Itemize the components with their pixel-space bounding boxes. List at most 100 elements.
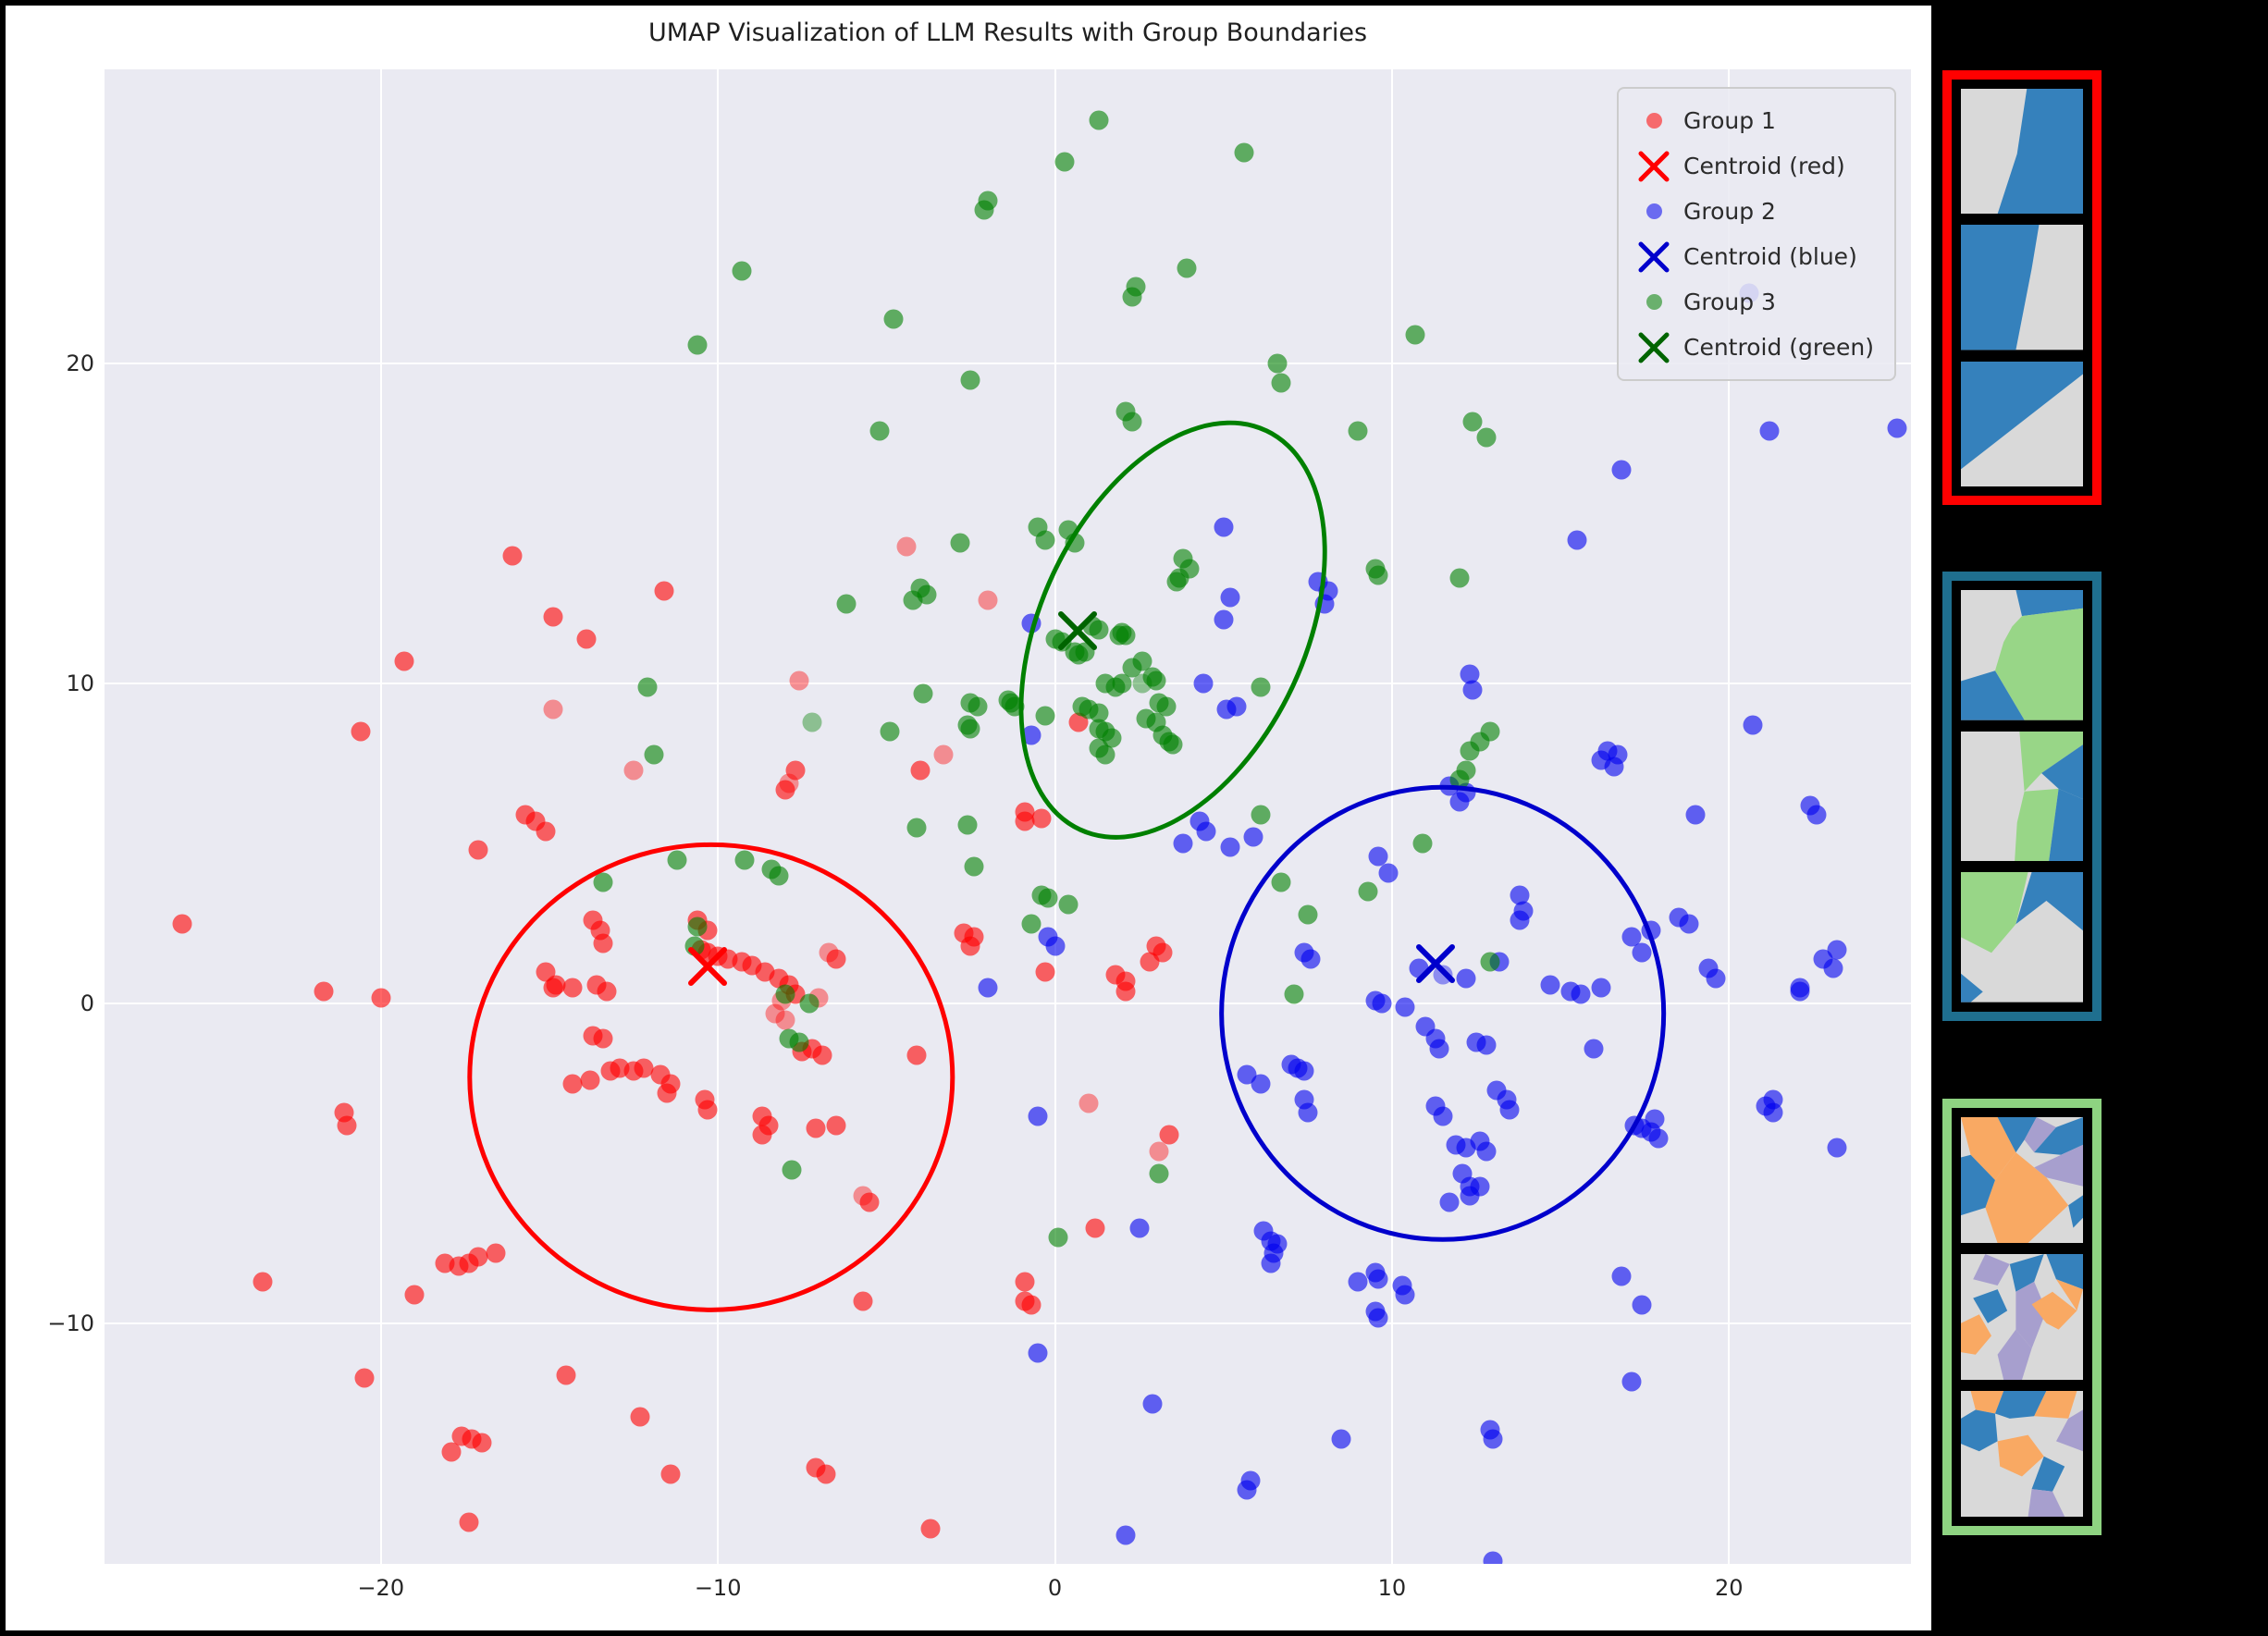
data-point-group1 [1149,1141,1169,1162]
data-point-group2 [1567,530,1587,550]
data-point-group1 [486,1243,506,1263]
voronoi-thumbnail[interactable] [1961,225,2083,351]
data-point-group1 [441,1442,462,1462]
dot-marker-icon [1624,113,1683,129]
gridline-y [105,1003,1911,1005]
data-point-group3 [883,309,904,329]
data-point-group3 [1021,914,1042,934]
voronoi-thumbnail[interactable] [1961,89,2083,215]
data-point-group1 [896,536,917,557]
data-point-group3 [1048,1227,1068,1248]
data-point-group1 [354,1368,375,1388]
x-tick-label: 20 [1714,1575,1744,1601]
gridline-y [105,1322,1911,1325]
legend-entry: Group 2 [1624,189,1889,234]
data-point-group2 [1314,594,1335,614]
data-point-group3 [964,856,984,877]
data-point-group1 [556,1365,576,1385]
panel-red-strip[interactable] [1942,70,2102,505]
legend: Group 1 Centroid (red) Group 2 Centroid (bl… [1617,87,1896,381]
x-marker-icon [1624,150,1683,183]
data-point-group1 [1159,1125,1179,1145]
centroid-x-marker [1056,609,1099,656]
voronoi-thumbnail[interactable] [1961,872,2083,1003]
data-point-group3 [1122,287,1142,307]
data-point-group2 [978,978,998,998]
data-point-group1 [404,1285,425,1305]
data-point-group3 [1251,805,1271,825]
data-point-group3 [974,200,994,220]
gridline-x [717,69,720,1564]
data-point-group3 [1156,696,1177,717]
data-point-group1 [1015,1272,1035,1292]
data-point-group1 [1085,1218,1105,1238]
data-point-group3 [1089,620,1109,640]
data-point-group1 [933,744,954,765]
data-point-group3 [1460,741,1480,761]
data-point-group3 [1149,1163,1169,1184]
data-point-group1 [660,1464,681,1484]
data-point-group1 [775,780,795,800]
data-point-group3 [950,533,970,553]
data-point-group3 [1132,673,1152,694]
data-point-group1 [543,699,563,720]
x-marker-icon [1624,240,1683,274]
data-point-group1 [1116,981,1136,1002]
voronoi-thumbnail[interactable] [1961,1254,2083,1380]
x-tick-label: 0 [1047,1575,1063,1601]
data-point-group1 [630,1407,650,1427]
data-point-group1 [853,1291,873,1311]
data-point-group1 [536,821,556,842]
group-boundary-ellipse [467,842,955,1313]
data-point-group1 [1140,952,1160,972]
data-point-group1 [1015,811,1035,831]
data-point-group1 [816,1464,836,1484]
data-point-group3 [1234,142,1254,163]
data-point-group3 [869,421,890,441]
legend-entry-label: Centroid (green) [1683,334,1874,361]
data-point-group3 [1271,373,1291,393]
data-point-group2 [1348,1272,1368,1292]
voronoi-thumbnail[interactable] [1961,590,2083,720]
data-point-group2 [1220,837,1240,857]
voronoi-thumbnail[interactable] [1961,1391,2083,1517]
data-point-group2 [1483,1429,1503,1449]
x-tick-label: 10 [1377,1575,1407,1601]
data-point-group2 [1621,1372,1642,1392]
data-point-group3 [1166,572,1187,592]
data-point-group2 [1243,827,1263,847]
data-point-group3 [880,721,900,742]
data-point-group3 [1251,677,1271,697]
legend-entry: Group 1 [1624,98,1889,143]
legend-entry: Centroid (blue) [1624,234,1889,279]
legend-entry-label: Group 2 [1683,198,1776,225]
data-point-group1 [543,607,563,627]
data-point-group3 [1449,769,1470,790]
data-point-group2 [1368,1269,1388,1289]
data-point-group3 [913,683,933,704]
dot-marker-icon [1646,113,1662,129]
panel-teal-strip[interactable] [1942,572,2102,1021]
y-tick-label: 20 [66,351,94,377]
plot-title: UMAP Visualization of LLM Results with G… [647,18,1368,47]
data-point-group2 [1395,1285,1415,1305]
voronoi-thumbnail[interactable] [1961,1117,2083,1243]
data-point-group2 [1462,680,1483,700]
voronoi-thumbnail[interactable] [1961,731,2083,862]
data-point-group3 [1449,568,1470,588]
data-point-group1 [910,760,931,781]
plot-area [105,69,1911,1564]
voronoi-thumbnail[interactable] [1961,361,2083,486]
data-point-group2 [1483,1551,1503,1564]
data-point-group1 [459,1512,478,1532]
data-point-group2 [1604,756,1624,777]
data-point-group3 [1348,421,1368,441]
data-point-group2 [1648,1128,1669,1149]
legend-entry-label: Group 3 [1683,289,1776,315]
data-point-group3 [1122,412,1142,432]
legend-entry-label: Centroid (red) [1683,153,1845,179]
data-point-group2 [1045,936,1065,956]
panel-green-strip[interactable] [1942,1099,2102,1535]
data-point-group3 [906,818,927,838]
